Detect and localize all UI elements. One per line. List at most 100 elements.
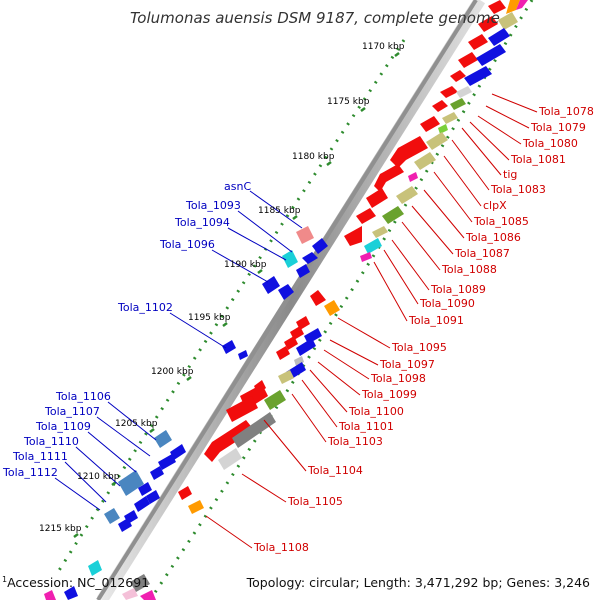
gene-feature[interactable] <box>360 252 372 262</box>
gene-label[interactable]: Tola_1101 <box>338 420 394 433</box>
gene-feature[interactable] <box>146 490 160 504</box>
gene-feature[interactable] <box>218 448 242 470</box>
gene-feature[interactable] <box>356 208 376 224</box>
gene-label[interactable]: Tola_1087 <box>454 247 510 260</box>
gene-feature[interactable] <box>178 486 192 500</box>
gene-feature[interactable] <box>294 356 304 366</box>
gene-feature[interactable] <box>118 518 132 532</box>
gene-label[interactable]: Tola_1095 <box>391 341 447 354</box>
gene-label[interactable]: Tola_1078 <box>538 105 594 118</box>
gene-label[interactable]: Tola_1085 <box>473 215 529 228</box>
gene-feature[interactable] <box>226 396 258 422</box>
gene-label[interactable]: Tola_1089 <box>430 283 486 296</box>
gene-label[interactable]: Tola_1093 <box>185 199 241 212</box>
gene-feature[interactable] <box>374 164 404 192</box>
gene-feature[interactable] <box>118 470 144 496</box>
gene-feature[interactable] <box>282 250 298 268</box>
gene-feature[interactable] <box>366 188 388 208</box>
gene-feature[interactable] <box>158 454 176 470</box>
gene-feature[interactable] <box>456 86 472 98</box>
gene-feature[interactable] <box>344 226 362 246</box>
gene-label[interactable]: Tola_1111 <box>12 450 68 463</box>
gene-label[interactable]: Tola_1094 <box>174 216 230 229</box>
gene-feature[interactable] <box>464 66 492 86</box>
gene-feature[interactable] <box>170 444 186 460</box>
gene-label[interactable]: Tola_1090 <box>419 297 475 310</box>
gene-label[interactable]: Tola_1100 <box>348 405 404 418</box>
gene-feature[interactable] <box>324 300 340 316</box>
gene-label[interactable]: Tola_1097 <box>379 358 435 371</box>
gene-feature[interactable] <box>396 186 418 204</box>
gene-feature[interactable] <box>506 0 520 14</box>
gene-feature[interactable] <box>440 86 458 98</box>
gene-feature[interactable] <box>140 590 156 600</box>
gene-feature[interactable] <box>222 340 236 354</box>
gene-feature[interactable] <box>134 496 150 512</box>
gene-label[interactable]: Tola_1086 <box>465 231 521 244</box>
gene-feature[interactable] <box>204 420 254 462</box>
gene-label[interactable]: Tola_1109 <box>35 420 91 433</box>
gene-feature[interactable] <box>390 136 428 168</box>
gene-feature[interactable] <box>488 28 510 46</box>
gene-feature[interactable] <box>138 482 152 496</box>
gene-feature[interactable] <box>414 152 436 170</box>
gene-feature[interactable] <box>296 264 310 278</box>
gene-feature[interactable] <box>104 508 120 524</box>
gene-feature[interactable] <box>264 390 286 410</box>
gene-label[interactable]: Tola_1088 <box>441 263 497 276</box>
gene-feature[interactable] <box>122 588 138 600</box>
gene-label[interactable]: Tola_1103 <box>327 435 383 448</box>
gene-feature[interactable] <box>458 52 478 68</box>
gene-label[interactable]: Tola_1104 <box>307 464 363 477</box>
gene-feature[interactable] <box>150 466 164 480</box>
gene-feature[interactable] <box>304 328 322 344</box>
gene-feature[interactable] <box>442 112 458 124</box>
gene-feature[interactable] <box>450 98 466 110</box>
gene-feature[interactable] <box>302 252 318 264</box>
gene-feature[interactable] <box>310 290 326 306</box>
gene-feature[interactable] <box>284 336 298 350</box>
gene-feature[interactable] <box>262 276 280 294</box>
gene-feature[interactable] <box>438 124 448 134</box>
gene-feature[interactable] <box>468 34 488 50</box>
gene-feature[interactable] <box>238 350 248 360</box>
gene-feature[interactable] <box>420 116 440 132</box>
gene-feature[interactable] <box>408 172 418 182</box>
gene-feature[interactable] <box>382 206 404 224</box>
gene-feature[interactable] <box>312 238 328 254</box>
gene-label[interactable]: Tola_1110 <box>23 435 79 448</box>
gene-feature[interactable] <box>426 132 448 150</box>
gene-feature[interactable] <box>64 586 78 600</box>
gene-feature[interactable] <box>516 0 528 10</box>
gene-label[interactable]: Tola_1098 <box>370 372 426 385</box>
gene-feature[interactable] <box>478 16 498 32</box>
gene-feature[interactable] <box>130 574 150 592</box>
gene-feature[interactable] <box>88 560 102 576</box>
gene-label[interactable]: clpX <box>483 199 507 212</box>
gene-feature[interactable] <box>296 226 314 244</box>
gene-label[interactable]: Tola_1081 <box>510 153 566 166</box>
gene-feature[interactable] <box>278 370 294 384</box>
gene-label[interactable]: asnC <box>224 180 251 193</box>
gene-feature[interactable] <box>450 70 466 82</box>
gene-feature[interactable] <box>154 430 172 448</box>
gene-label[interactable]: tig <box>503 168 517 181</box>
gene-feature[interactable] <box>432 100 448 112</box>
gene-label[interactable]: Tola_1091 <box>408 314 464 327</box>
gene-label[interactable]: Tola_1099 <box>361 388 417 401</box>
gene-label[interactable]: Tola_1080 <box>522 137 578 150</box>
gene-label[interactable]: Tola_1105 <box>287 495 343 508</box>
gene-feature[interactable] <box>498 12 518 30</box>
gene-label[interactable]: Tola_1112 <box>2 466 58 479</box>
gene-label[interactable]: Tola_1107 <box>44 405 100 418</box>
gene-label[interactable]: Tola_1108 <box>253 541 309 554</box>
gene-label[interactable]: Tola_1096 <box>159 238 215 251</box>
gene-feature[interactable] <box>188 500 204 514</box>
gene-feature[interactable] <box>278 284 294 300</box>
gene-label[interactable]: Tola_1102 <box>117 301 173 314</box>
gene-feature[interactable] <box>364 238 382 254</box>
gene-feature[interactable] <box>372 226 388 238</box>
gene-feature[interactable] <box>488 0 506 14</box>
gene-label[interactable]: Tola_1106 <box>55 390 111 403</box>
gene-feature[interactable] <box>476 44 506 66</box>
